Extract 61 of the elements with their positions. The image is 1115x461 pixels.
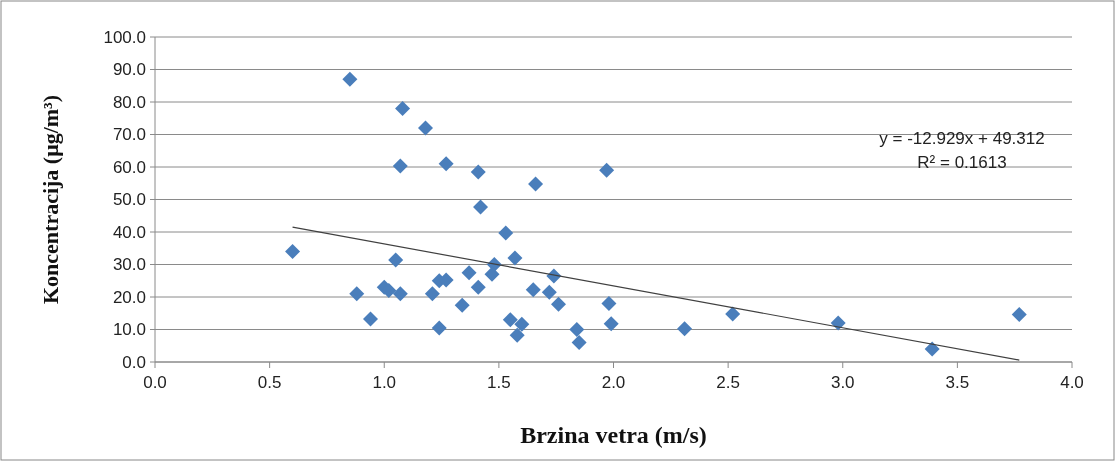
point [473,199,489,215]
y-tick-label: 40.0 [112,222,146,242]
point [424,286,440,302]
point [349,286,365,302]
point [418,120,434,136]
point [461,265,477,281]
point [525,282,541,298]
x-tick-label: 4.0 [1060,373,1084,392]
point [470,164,486,180]
point [550,296,566,312]
x-tick-label: 0.0 [143,373,167,392]
point [569,322,585,337]
y-tick-label: 70.0 [112,125,146,145]
point [528,176,544,192]
point [470,279,486,295]
point [395,101,411,116]
point [603,316,619,332]
point [507,250,523,266]
y-tick-label: 20.0 [112,287,146,307]
point [392,158,408,174]
x-tick-label: 3.0 [830,373,855,392]
point [830,315,846,331]
point [438,156,454,172]
point [285,244,301,259]
point [342,71,358,87]
point [1011,307,1027,323]
y-tick-label: 90.0 [112,60,146,80]
point [725,306,741,322]
y-tick-label: 10.0 [112,320,146,340]
point [514,316,530,332]
annotation: R² = 0.1613 [917,153,1007,172]
point [509,327,525,343]
annotation: y = -12.929x + 49.312 [879,129,1045,148]
point [541,284,557,300]
x-tick-label: 2.5 [716,373,740,392]
y-tick-label: 30.0 [112,255,146,275]
y-tick-label: 50.0 [112,190,146,210]
point [502,312,518,328]
point [431,320,447,336]
point [571,335,587,350]
point [924,341,940,357]
y-axis-title: Koncentracija (μg/m³) [38,94,63,305]
x-tick-label: 3.5 [945,373,970,392]
x-axis-title: Brzina vetra (m/s) [520,422,707,448]
y-tick-label: 80.0 [112,92,146,112]
point [498,225,514,241]
point [392,286,408,302]
point [599,162,615,178]
y-tick-label: 100.0 [103,27,146,47]
point [677,321,693,337]
x-tick-label: 1.0 [372,373,397,392]
y-tick-label: 0.0 [122,352,146,372]
point [454,297,470,313]
x-tick-label: 2.0 [601,373,626,392]
point [601,296,617,311]
point [484,266,500,282]
y-tick-label: 60.0 [112,157,146,177]
x-tick-label: 0.5 [257,373,282,392]
point [362,311,378,327]
x-tick-label: 1.5 [487,373,511,392]
point [388,252,404,268]
